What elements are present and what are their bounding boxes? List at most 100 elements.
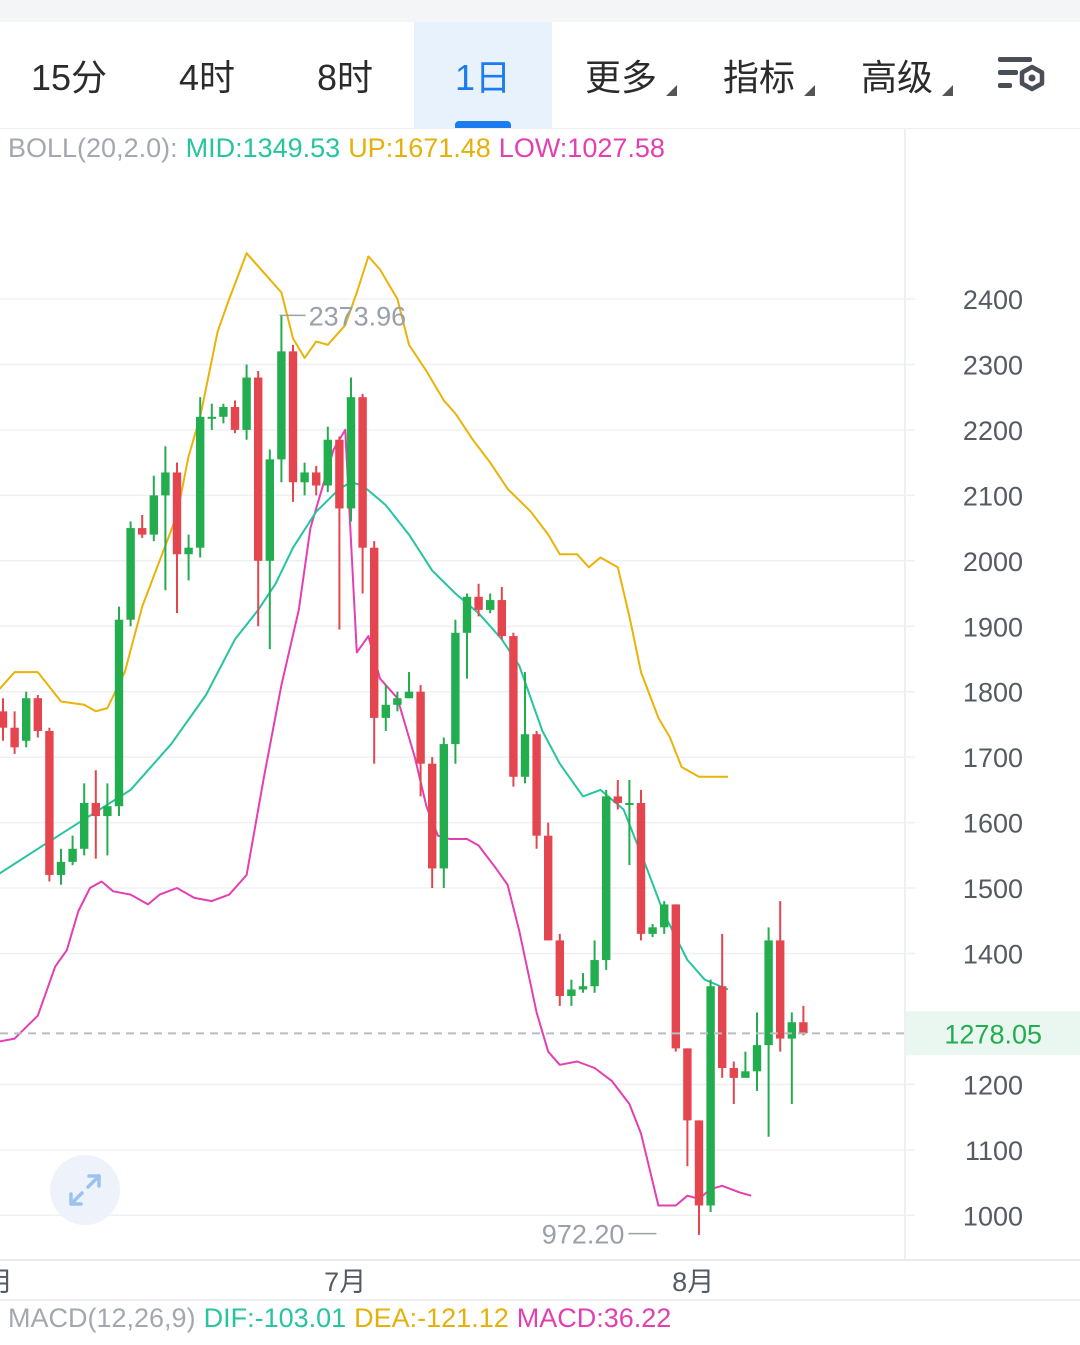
tab-label: 4时 <box>178 57 236 98</box>
tab-advanced[interactable]: 高级 <box>828 22 966 128</box>
candle-body <box>694 1120 704 1206</box>
boll-lower-line <box>0 428 752 1207</box>
macd-dea-value: DEA:-121.12 <box>354 1303 509 1333</box>
candle-body <box>648 927 657 934</box>
candle-body <box>265 459 274 561</box>
tab-15min[interactable]: 15分 <box>0 22 138 128</box>
chart-settings-icon[interactable] <box>992 22 1052 128</box>
candle-body <box>636 802 646 934</box>
candle-body <box>393 698 402 705</box>
candle-body <box>486 600 495 610</box>
tab-label: 指标 <box>722 57 795 98</box>
candle-body <box>544 835 553 941</box>
candle-body <box>138 528 147 535</box>
candle-body <box>799 1022 808 1034</box>
candle-body <box>126 528 135 620</box>
candle-body <box>439 744 448 869</box>
candle-body <box>776 940 785 1039</box>
candle-body <box>288 351 298 483</box>
candle-body <box>752 1045 762 1072</box>
candle-body <box>451 632 460 745</box>
candle-body <box>114 619 124 807</box>
tab-label: 8时 <box>316 57 374 98</box>
y-tick-label: 2000 <box>963 547 1023 577</box>
candle-body <box>718 986 727 1069</box>
y-tick-label: 1100 <box>965 1136 1023 1166</box>
candle-body <box>462 596 472 633</box>
active-tab-underline <box>455 121 511 128</box>
boll-upper-line <box>0 252 728 778</box>
tab-8h[interactable]: 8时 <box>276 22 414 128</box>
candle-body <box>0 711 8 728</box>
candle-body <box>613 796 622 803</box>
candle-body <box>10 727 19 748</box>
candle-body <box>335 439 344 509</box>
macd-value: MACD:36.22 <box>516 1303 672 1333</box>
candle-body <box>381 704 390 718</box>
candle-body <box>68 848 77 862</box>
y-tick-label: 2300 <box>963 350 1023 380</box>
candle-body <box>555 940 564 997</box>
candle-body <box>22 698 31 741</box>
candle-body <box>230 406 240 430</box>
candle-body <box>346 397 356 509</box>
candle-body <box>323 439 332 486</box>
candle-body <box>45 730 54 875</box>
boll-mid-value: MID:1349.53 <box>185 133 341 163</box>
y-tick-label: 1500 <box>963 874 1023 904</box>
tab-label: 高级 <box>860 57 933 98</box>
candle-body <box>729 1068 738 1078</box>
candle-body <box>219 406 228 417</box>
x-tick-label: 7月 <box>324 1267 366 1297</box>
x-tick-label: 月 <box>0 1267 13 1297</box>
candle-body <box>184 547 193 555</box>
candle-body <box>172 472 182 555</box>
timeframe-tabs: 15分 4时 8时 1日 更多 指标 高级 <box>0 22 1080 129</box>
candle-body <box>149 495 158 535</box>
candle-body <box>56 861 66 875</box>
candle-body <box>532 734 541 836</box>
candle-body <box>602 796 611 961</box>
candle-body <box>671 904 680 1049</box>
boll-legend-name: BOLL(20,2.0): <box>8 133 178 163</box>
tab-4h[interactable]: 4时 <box>138 22 276 128</box>
dropdown-caret-icon <box>942 85 953 96</box>
candle-body <box>428 763 437 869</box>
tab-label: 15分 <box>30 57 108 98</box>
candle-body <box>683 1048 692 1121</box>
y-tick-label: 1400 <box>963 940 1023 970</box>
candle-body <box>277 351 286 460</box>
candle-body <box>254 377 263 561</box>
tab-indicators[interactable]: 指标 <box>690 22 828 128</box>
candle-body <box>474 596 483 610</box>
y-tick-label: 1800 <box>963 678 1023 708</box>
candle-body <box>358 397 367 548</box>
y-tick-label: 1600 <box>963 809 1023 839</box>
candle-body <box>242 377 251 430</box>
current-price-tag <box>906 1011 1080 1056</box>
y-tick-label: 1700 <box>963 743 1023 773</box>
y-tick-label: 1000 <box>963 1201 1023 1231</box>
boll-up-value: UP:1671.48 <box>348 133 491 163</box>
candle-body <box>91 802 100 817</box>
dropdown-caret-icon <box>804 85 815 96</box>
candle-body <box>578 986 588 990</box>
candle-body <box>787 1022 796 1039</box>
candle-body <box>300 472 309 483</box>
expand-arrows-icon[interactable] <box>50 1155 120 1225</box>
tab-more[interactable]: 更多 <box>552 22 690 128</box>
y-tick-label: 1200 <box>963 1070 1023 1100</box>
candlestick-chart[interactable]: 2400 2300 2200 2100 2000 1900 1800 1700 1600 1500… <box>0 128 1080 1303</box>
candle-body <box>497 600 506 637</box>
min-price-label: 972.20 <box>542 1220 625 1250</box>
boll-legend: BOLL(20,2.0): MID:1349.53 UP:1671.48 LOW:10… <box>8 133 673 164</box>
candle-body <box>370 547 379 718</box>
candle-body <box>404 691 414 699</box>
tab-label: 1日 <box>454 57 512 98</box>
candle-body <box>764 940 773 1046</box>
current-price-value: 1278.05 <box>944 1019 1042 1049</box>
candle-body <box>590 960 599 987</box>
tab-label: 更多 <box>584 57 657 98</box>
tab-1d[interactable]: 1日 <box>414 22 552 128</box>
macd-legend-name: MACD(12,26,9) <box>8 1303 196 1333</box>
